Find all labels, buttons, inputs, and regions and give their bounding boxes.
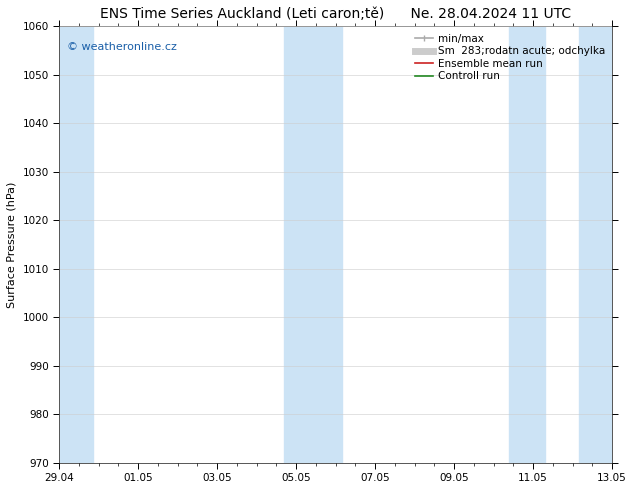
- Bar: [284, 26, 342, 463]
- Bar: [579, 26, 612, 463]
- Legend: min/max, Sm  283;rodatn acute; odchylka, Ensemble mean run, Controll run: min/max, Sm 283;rodatn acute; odchylka, …: [413, 31, 607, 83]
- Text: © weatheronline.cz: © weatheronline.cz: [67, 42, 178, 51]
- Y-axis label: Surface Pressure (hPa): Surface Pressure (hPa): [7, 181, 17, 308]
- Bar: [510, 26, 545, 463]
- Bar: [59, 26, 93, 463]
- Title: ENS Time Series Auckland (Leti caron;tě)      Ne. 28.04.2024 11 UTC: ENS Time Series Auckland (Leti caron;tě)…: [100, 7, 571, 21]
